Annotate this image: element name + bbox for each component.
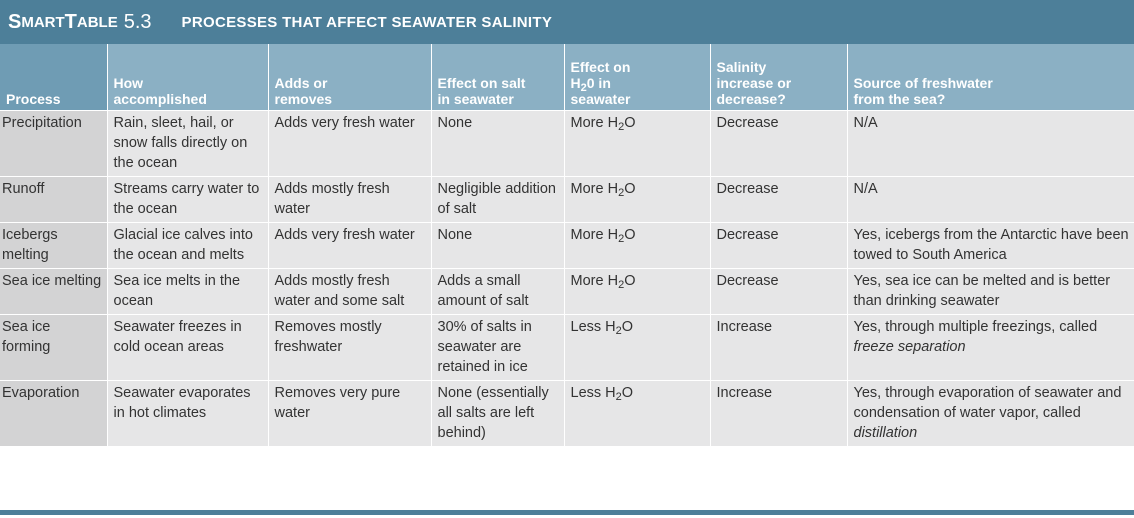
smart-S: S — [8, 10, 22, 33]
cell-effect-h2o: Less H2O — [564, 313, 711, 380]
cell-salinity: Decrease — [710, 267, 848, 314]
table-body: Precipitation Rain, sleet, hail, or snow … — [0, 109, 1134, 446]
table-row: Evaporation Seawater evaporates in hot cl… — [0, 379, 1134, 446]
cell-effect-h2o: More H2O — [564, 267, 711, 314]
table-row: Runoff Streams carry water to the ocean Ad… — [0, 175, 1134, 222]
cell-how: Glacial ice calves into the ocean and me… — [107, 221, 269, 268]
table-T: T — [64, 10, 77, 33]
cell-effect-h2o: More H2O — [564, 109, 711, 176]
table-row: Sea ice melting Sea ice melts in the ocea… — [0, 267, 1134, 314]
smart-mart: MART — [21, 13, 65, 31]
header-effect-salt: Effect on salt in seawater — [431, 44, 565, 110]
cell-effect-salt: None — [431, 221, 565, 268]
cell-salinity: Decrease — [710, 221, 848, 268]
header-process: Process — [0, 44, 108, 110]
cell-source: Yes, icebergs from the Antarctic have be… — [847, 221, 1134, 268]
cell-how: Rain, sleet, hail, or snow falls directl… — [107, 109, 269, 176]
cell-salinity: Decrease — [710, 109, 848, 176]
cell-source: Yes, through evaporation of seawater and… — [847, 379, 1134, 446]
header-source: Source of freshwater from the sea? — [847, 44, 1134, 110]
cell-effect-salt: 30% of salts in seawater are retained in… — [431, 313, 565, 380]
cell-effect-h2o: More H2O — [564, 221, 711, 268]
cell-effect-salt: None — [431, 109, 565, 176]
table-number: 5.3 — [123, 10, 152, 33]
cell-adds-removes: Adds very fresh water — [268, 109, 432, 176]
table-able: ABLE — [76, 13, 118, 31]
table-row: Sea ice forming Seawater freezes in cold … — [0, 313, 1134, 380]
salinity-table: Process How accomplished Adds or removes Effe… — [0, 44, 1134, 446]
cell-effect-h2o: More H2O — [564, 175, 711, 222]
cell-source: N/A — [847, 175, 1134, 222]
cell-process: Runoff — [0, 175, 108, 222]
cell-process: Evaporation — [0, 379, 108, 446]
table-title: PROCESSES THAT AFFECT SEAWATER SALINITY — [181, 13, 553, 31]
cell-effect-salt: Adds a small amount of salt — [431, 267, 565, 314]
cell-effect-salt: Negligible addition of salt — [431, 175, 565, 222]
cell-how: Seawater freezes in cold ocean areas — [107, 313, 269, 380]
cell-how: Seawater evaporates in hot climates — [107, 379, 269, 446]
header-salinity: Salinity increase or decrease? — [710, 44, 848, 110]
cell-how: Sea ice melts in the ocean — [107, 267, 269, 314]
cell-adds-removes: Removes very pure water — [268, 379, 432, 446]
header-how: How accomplished — [107, 44, 269, 110]
cell-adds-removes: Adds very fresh water — [268, 221, 432, 268]
header-adds-removes: Adds or removes — [268, 44, 432, 110]
header-row: Process How accomplished Adds or removes Effe… — [0, 44, 1134, 110]
cell-adds-removes: Adds mostly fresh water — [268, 175, 432, 222]
table-title-bar: S MART T ABLE 5.3 PROCESSES THAT AFFECT SEA… — [0, 0, 1134, 44]
cell-process: Sea ice melting — [0, 267, 108, 314]
cell-process: Precipitation — [0, 109, 108, 176]
table-row: Precipitation Rain, sleet, hail, or snow … — [0, 109, 1134, 176]
cell-source: N/A — [847, 109, 1134, 176]
cell-how: Streams carry water to the ocean — [107, 175, 269, 222]
cell-process: Sea ice forming — [0, 313, 108, 380]
cell-adds-removes: Adds mostly fresh water and some salt — [268, 267, 432, 314]
cell-effect-h2o: Less H2O — [564, 379, 711, 446]
cell-effect-salt: None (essentially all salts are left beh… — [431, 379, 565, 446]
bottom-rule — [0, 510, 1134, 515]
cell-salinity: Decrease — [710, 175, 848, 222]
cell-source: Yes, sea ice can be melted and is better… — [847, 267, 1134, 314]
cell-source: Yes, through multiple freezings, called … — [847, 313, 1134, 380]
header-effect-h2o: Effect on H20 in seawater — [564, 44, 711, 110]
cell-salinity: Increase — [710, 379, 848, 446]
cell-process: Icebergs melting — [0, 221, 108, 268]
cell-salinity: Increase — [710, 313, 848, 380]
cell-adds-removes: Removes mostly freshwater — [268, 313, 432, 380]
table-row: Icebergs melting Glacial ice calves into … — [0, 221, 1134, 268]
